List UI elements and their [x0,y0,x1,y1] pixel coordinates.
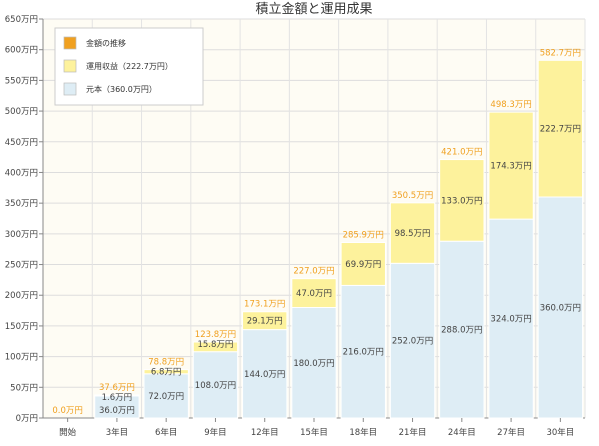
bar-profit[interactable] [143,369,189,375]
bar-profit[interactable] [537,59,584,198]
principal-value-label: 36.0万円 [99,406,135,416]
y-tick-label: 0万円 [16,414,38,424]
legend-box [54,27,204,106]
profit-value-label: 29.1万円 [247,317,283,327]
principal-value-label: 324.0万円 [490,315,531,325]
y-tick-label: 150万円 [5,322,38,332]
legend-label[interactable]: 金額の推移 [86,38,126,48]
profit-value-label: 133.0万円 [441,196,482,206]
bar-principal[interactable] [389,262,436,419]
bar-principal[interactable] [242,329,288,419]
bar-profit[interactable] [488,111,534,220]
total-value-label: 123.8万円 [195,330,236,340]
total-value-label: 285.9万円 [343,231,384,241]
principal-value-label: 288.0万円 [441,326,482,336]
profit-value-label: 47.0万円 [296,289,332,299]
principal-value-label: 72.0万円 [148,392,184,402]
bar-profit[interactable] [242,311,288,331]
legend-swatch[interactable] [63,59,77,73]
bar-profit[interactable] [94,394,140,397]
x-tick-label: 6年目 [155,427,177,438]
legend-label[interactable]: 運用収益（222.7万円） [86,61,173,71]
total-value-label: 227.0万円 [293,267,334,277]
x-tick-label: 3年目 [106,427,128,438]
x-tick-label: 15年目 [300,427,328,438]
x-tick-label: 開始 [59,427,77,438]
principal-value-label: 180.0万円 [293,359,334,369]
profit-value-label: 15.8万円 [197,340,233,350]
bar-principal[interactable] [537,196,584,419]
bar-profit[interactable] [291,278,337,309]
total-value-label: 498.3万円 [490,100,531,110]
profit-value-label: 6.8万円 [151,368,182,378]
principal-value-label: 252.0万円 [392,337,433,347]
total-value-label: 582.7万円 [540,48,581,58]
principal-value-label: 108.0万円 [195,381,236,391]
profit-value-label: 174.3万円 [490,162,531,172]
bar-principal[interactable] [143,373,189,419]
total-value-label: 350.5万円 [392,191,433,201]
y-tick-label: 350万円 [5,199,38,209]
x-tick-label: 18年目 [349,427,377,438]
bar-profit[interactable] [340,242,386,286]
bar-profit[interactable] [192,341,239,353]
total-value-label: 173.1万円 [244,300,285,310]
x-tick-label: 21年目 [399,427,427,438]
y-tick-label: 100万円 [5,353,38,363]
x-tick-label: 12年目 [251,427,279,438]
principal-value-label: 216.0万円 [343,348,384,358]
profit-value-label: 222.7万円 [540,125,581,135]
x-tick-label: 24年目 [448,427,476,438]
bar-profit[interactable] [389,202,436,264]
bar-principal[interactable] [291,307,337,419]
y-tick-label: 550万円 [5,76,38,86]
legend-swatch[interactable] [63,36,77,50]
total-value-label: 78.8万円 [148,358,184,368]
legend-swatch[interactable] [63,82,77,96]
bar-principal[interactable] [439,240,485,419]
total-value-label: 0.0万円 [52,406,83,416]
x-tick-label: 27年目 [497,427,525,438]
y-tick-label: 200万円 [5,291,38,301]
bar-profit[interactable] [439,159,485,242]
y-tick-label: 400万円 [5,168,38,178]
principal-value-label: 360.0万円 [540,304,581,314]
principal-value-label: 144.0万円 [244,370,285,380]
profit-value-label: 69.9万円 [345,260,381,270]
legend-label[interactable]: 元本（360.0万円） [86,84,157,94]
chart-title: 積立金額と運用成果 [255,1,372,17]
bar-principal[interactable] [192,351,239,419]
bar-principal[interactable] [488,218,534,419]
y-tick-label: 250万円 [5,261,38,271]
total-value-label: 421.0万円 [441,148,482,158]
profit-value-label: 1.6万円 [102,393,133,403]
y-tick-label: 500万円 [5,107,38,117]
y-tick-label: 600万円 [5,46,38,56]
y-tick-label: 650万円 [5,15,38,25]
x-tick-label: 30年目 [546,427,574,438]
x-tick-label: 9年目 [204,427,226,438]
y-tick-label: 450万円 [5,138,38,148]
profit-value-label: 98.5万円 [395,229,431,239]
total-value-label: 37.6万円 [99,383,135,393]
y-tick-label: 50万円 [10,383,38,393]
y-tick-label: 300万円 [5,230,38,240]
